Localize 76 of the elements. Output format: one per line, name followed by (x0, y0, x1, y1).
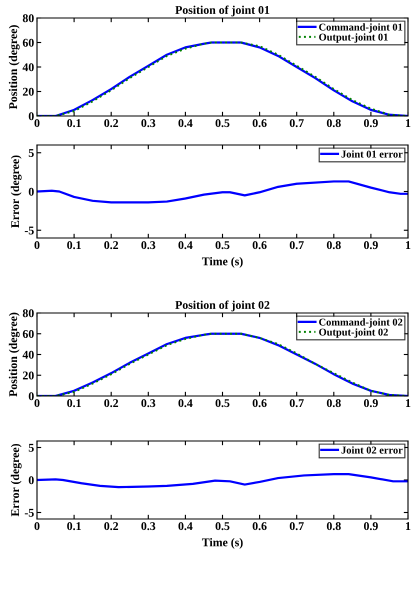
legend-label: Joint 01 error (342, 150, 403, 158)
y-tick-label: 60 (22, 38, 34, 47)
x-tick-label: 0.3 (141, 399, 156, 408)
x-tick-label: 0.2 (104, 399, 118, 408)
x-tick-label: 0.4 (178, 399, 193, 408)
x-tick-label: 0.6 (252, 119, 267, 128)
x-tick-label: 0.9 (364, 119, 378, 128)
x-tick-label: 0.5 (216, 522, 230, 530)
y-tick-label: -5 (24, 226, 34, 234)
x-tick-label: 0 (34, 119, 40, 128)
line-series (37, 180, 408, 204)
x-tick-label: 0.6 (252, 241, 267, 250)
x-tick-label: 0.1 (67, 522, 81, 530)
x-tick-label: 1 (406, 119, 410, 127)
legend-label: Joint 02 error (342, 446, 403, 454)
x-tick-label: 1 (406, 522, 410, 530)
y-tick-label: 60 (22, 330, 34, 338)
y-tick-label: -5 (24, 508, 34, 517)
y-tick-label: 40 (22, 350, 34, 359)
y-tick-label: 80 (22, 309, 34, 318)
x-tick-label: 0.4 (178, 119, 193, 128)
x-tick-label: 0.5 (216, 119, 230, 128)
y-tick-label: 0 (28, 112, 34, 120)
x-tick-label: 1 (406, 399, 410, 407)
y-tick-label: 5 (28, 444, 34, 452)
x-tick-label: 0.6 (252, 399, 267, 408)
legend-label: Output-joint 02 (319, 328, 388, 338)
x-tick-label: 0.9 (364, 522, 378, 530)
y-tick-label: 0 (28, 392, 34, 400)
x-tick-label: 0.3 (141, 119, 156, 128)
x-tick-label: 0.8 (326, 119, 341, 128)
legend-label: Command-joint 01 (319, 23, 402, 33)
y-axis-title: Error (degree) (10, 444, 22, 516)
x-tick-label: 1 (406, 241, 410, 249)
x-tick-label: 0.3 (141, 522, 156, 530)
x-tick-label: 0.9 (364, 399, 378, 408)
x-tick-label: 0.8 (326, 399, 341, 408)
y-tick-label: 80 (22, 14, 34, 22)
x-tick-label: 0.1 (67, 399, 81, 408)
chart-title: Position of joint 02 (175, 300, 270, 312)
y-tick-label: 20 (22, 88, 34, 96)
x-tick-label: 0.1 (67, 241, 81, 250)
x-tick-label: 0.5 (216, 241, 230, 250)
y-axis-title: Position (degree) (8, 312, 20, 397)
y-tick-label: 5 (28, 149, 34, 157)
chart-title: Position of joint 01 (175, 6, 270, 16)
x-axis-title: Time (s) (202, 538, 243, 549)
x-tick-label: 0.8 (326, 241, 341, 250)
x-tick-label: 0.2 (104, 119, 118, 128)
line-series (37, 473, 408, 488)
y-tick-label: 0 (28, 476, 34, 484)
x-tick-label: 0.7 (290, 522, 304, 530)
y-tick-label: 0 (28, 188, 34, 196)
x-tick-label: 0.7 (290, 119, 304, 128)
x-tick-label: 0.7 (290, 241, 304, 250)
x-tick-label: 0 (34, 241, 40, 250)
x-tick-label: 0.7 (290, 399, 304, 408)
x-axis-title: Time (s) (202, 257, 243, 268)
x-tick-label: 0 (34, 399, 40, 408)
x-tick-label: 0.5 (216, 399, 230, 408)
x-tick-label: 0.4 (178, 241, 193, 250)
legend-label: Output-joint 01 (319, 33, 388, 43)
x-tick-label: 0.4 (178, 522, 193, 530)
x-tick-label: 0 (34, 522, 40, 530)
legend-label: Command-joint 02 (319, 318, 402, 328)
x-tick-label: 0.2 (104, 241, 118, 250)
x-tick-label: 0.6 (252, 522, 267, 530)
y-axis-title: Error (degree) (10, 155, 22, 228)
x-tick-label: 0.3 (141, 241, 156, 250)
x-tick-label: 0.9 (364, 241, 378, 250)
y-tick-label: 40 (22, 63, 34, 72)
y-tick-label: 20 (22, 371, 34, 380)
y-axis-title: Position (degree) (8, 25, 20, 110)
x-tick-label: 0.1 (67, 119, 81, 128)
x-tick-label: 0.2 (104, 522, 118, 530)
x-tick-label: 0.8 (326, 522, 341, 530)
